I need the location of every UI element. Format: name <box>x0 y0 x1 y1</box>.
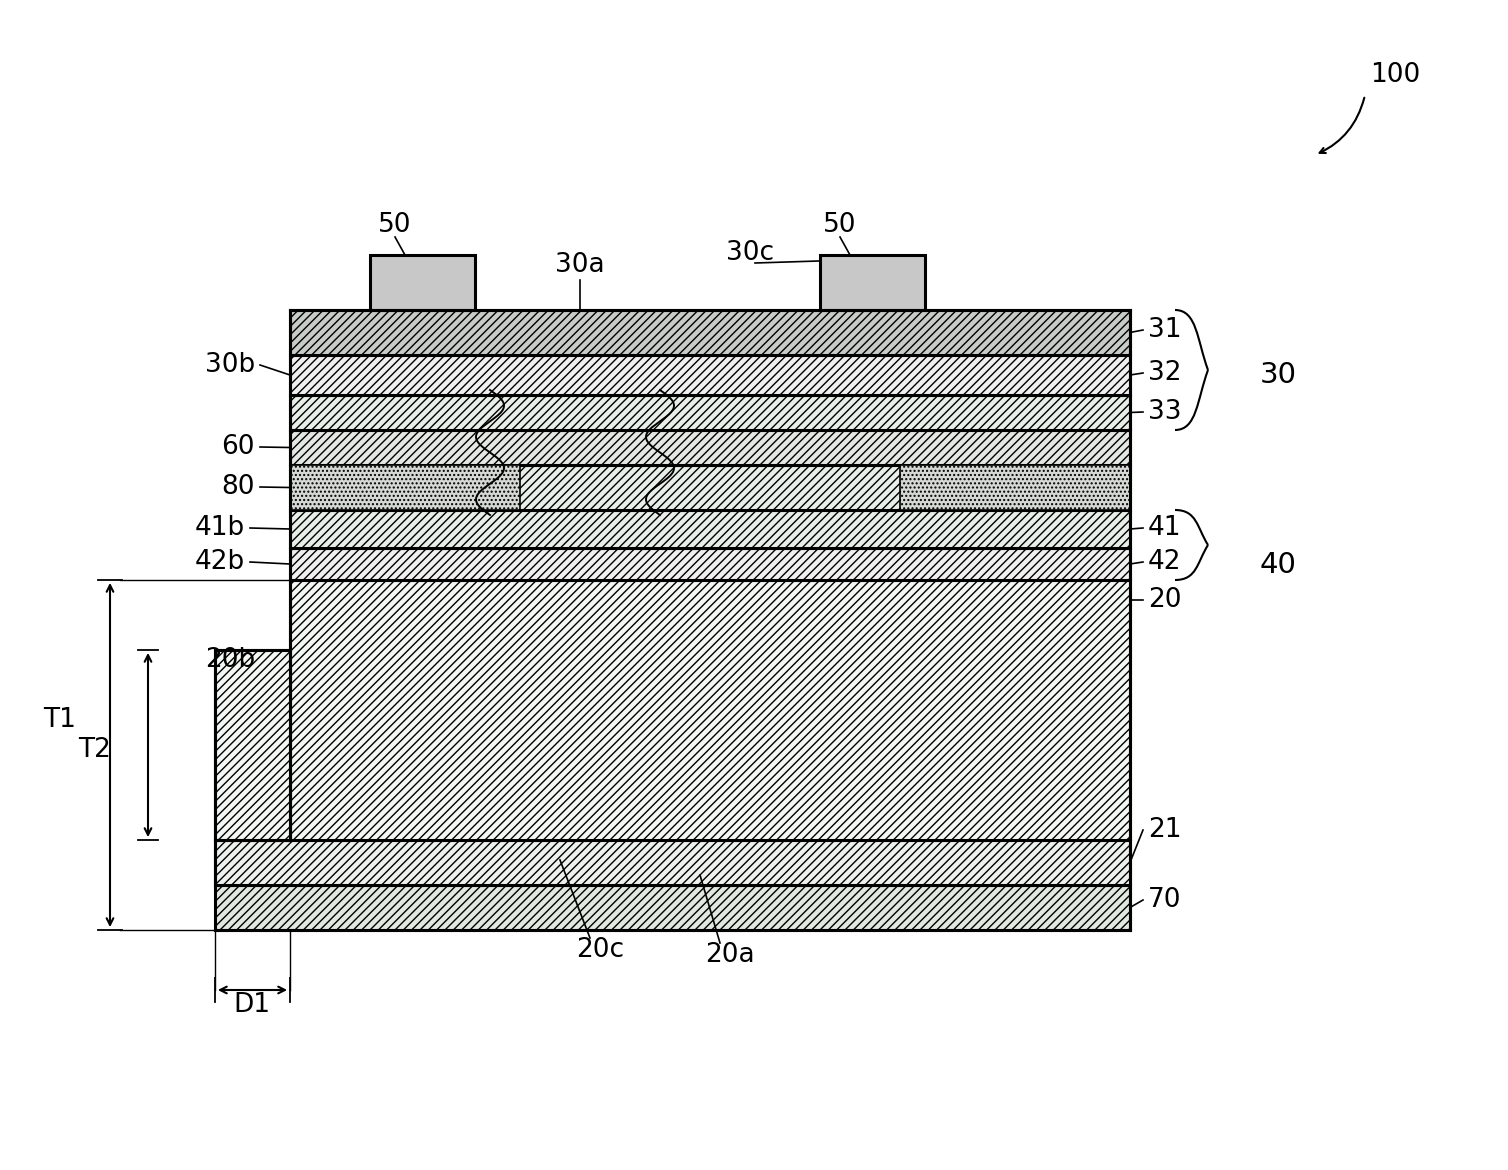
Bar <box>290 510 1129 548</box>
Bar <box>900 464 1129 510</box>
Text: 20a: 20a <box>706 942 756 968</box>
Text: 30: 30 <box>1261 362 1297 388</box>
Text: 30c: 30c <box>725 240 774 266</box>
Bar <box>290 310 1129 355</box>
Text: 50: 50 <box>823 212 857 238</box>
Bar <box>216 840 1129 885</box>
Text: 32: 32 <box>1148 360 1181 386</box>
Text: T1: T1 <box>44 707 77 732</box>
Bar <box>290 548 1129 580</box>
Text: T2: T2 <box>78 737 112 763</box>
Bar <box>216 885 1129 930</box>
Bar <box>820 255 924 310</box>
Bar <box>290 464 1129 510</box>
Text: 42b: 42b <box>195 549 244 574</box>
Text: D1: D1 <box>234 992 270 1018</box>
Text: 30a: 30a <box>555 252 605 278</box>
Bar <box>290 464 520 510</box>
Text: 33: 33 <box>1148 399 1181 425</box>
Text: 100: 100 <box>1369 62 1421 88</box>
Text: 41b: 41b <box>195 515 244 541</box>
Bar <box>369 255 475 310</box>
Text: 42: 42 <box>1148 549 1181 574</box>
Text: 20c: 20c <box>576 937 624 963</box>
Bar <box>290 355 1129 395</box>
Text: 50: 50 <box>379 212 412 238</box>
Text: 41: 41 <box>1148 515 1181 541</box>
Text: 40: 40 <box>1261 551 1297 579</box>
Text: 31: 31 <box>1148 317 1181 343</box>
Text: 30b: 30b <box>205 352 255 378</box>
Text: 20b: 20b <box>205 647 255 673</box>
Bar <box>290 580 1129 840</box>
Bar <box>216 651 290 840</box>
Text: 20: 20 <box>1148 587 1181 613</box>
Bar <box>290 431 1129 464</box>
Text: 21: 21 <box>1148 817 1181 844</box>
Text: 60: 60 <box>222 434 255 460</box>
Bar <box>290 395 1129 431</box>
Text: 70: 70 <box>1148 887 1181 913</box>
Text: 80: 80 <box>222 474 255 500</box>
